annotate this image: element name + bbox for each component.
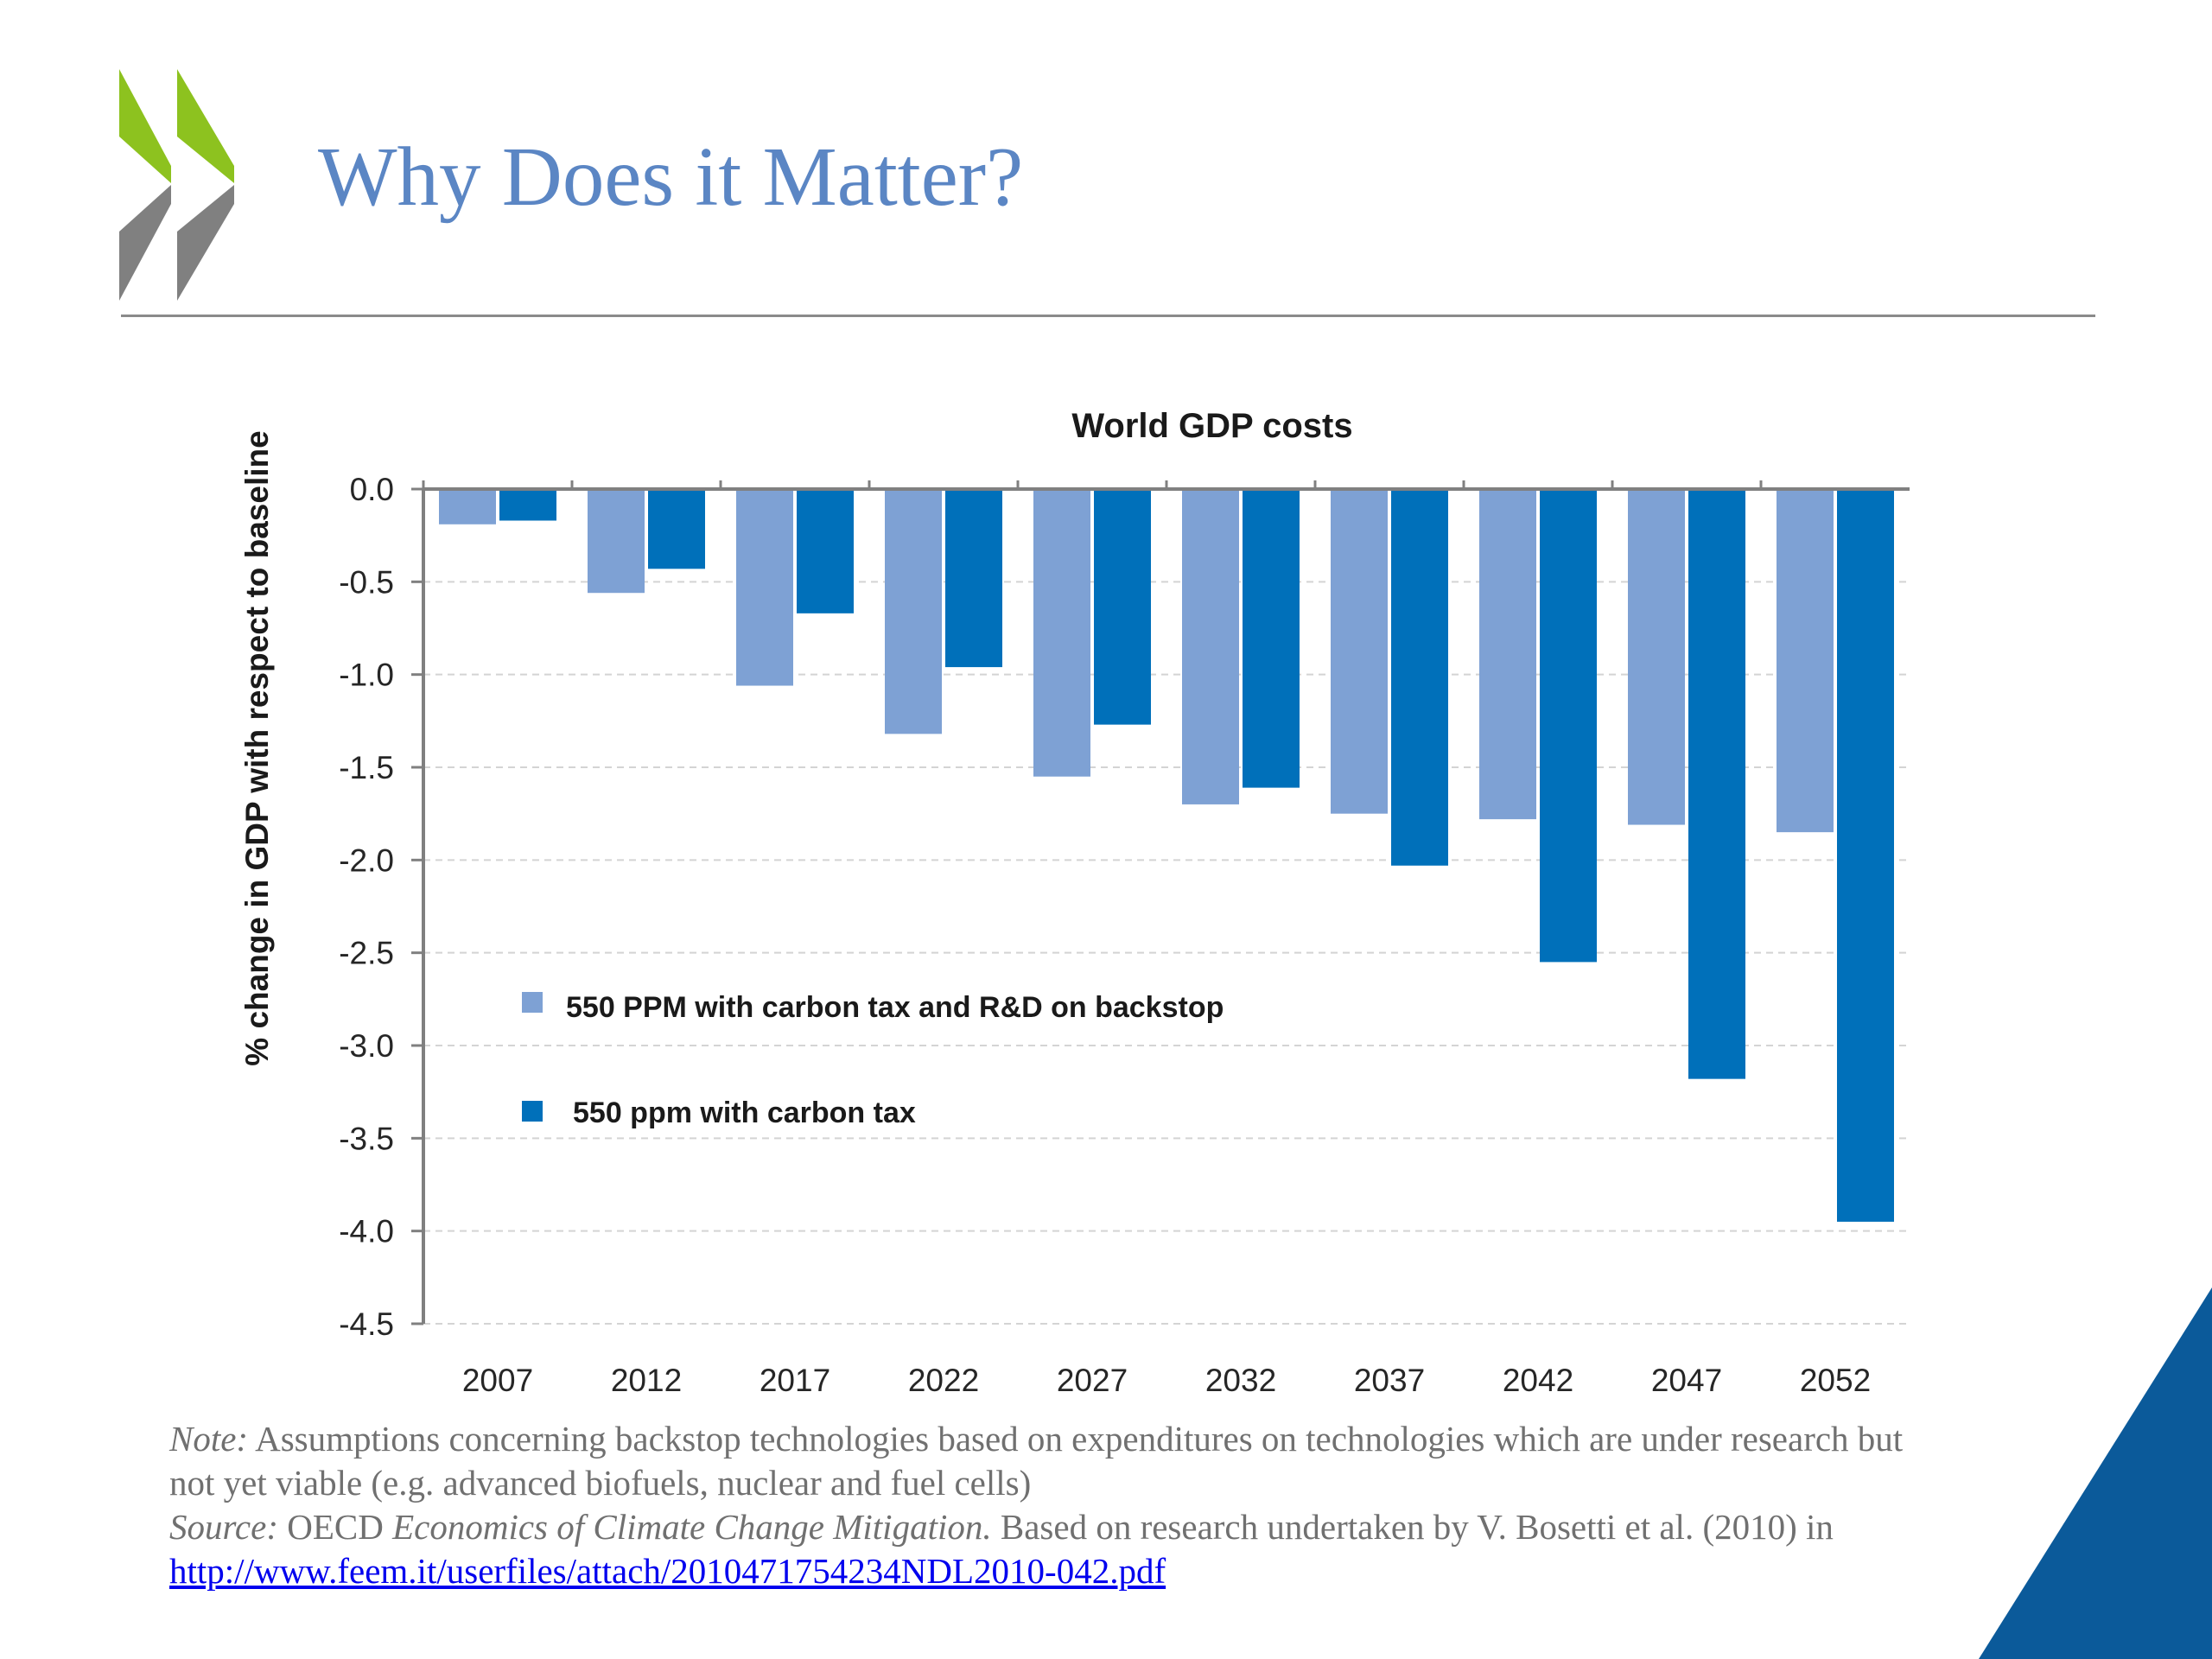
oecd-logo (119, 69, 234, 301)
x-tick-label: 2027 (1057, 1363, 1128, 1398)
slide-title: Why Does it Matter? (318, 130, 1024, 223)
chart-title: World GDP costs (1071, 407, 1352, 445)
bar-dark-2007 (499, 489, 556, 521)
y-tick-label: -1.0 (339, 658, 394, 693)
bar-dark-2042 (1540, 489, 1597, 963)
bar-dark-2027 (1094, 489, 1151, 725)
x-tick-label: 2032 (1205, 1363, 1276, 1398)
y-tick-label: 0.0 (350, 472, 394, 507)
source-title: Economics of Climate Change Mitigation. (392, 1507, 992, 1547)
bar-light-2032 (1182, 489, 1239, 804)
x-tick-label: 2052 (1800, 1363, 1871, 1398)
legend: 550 PPM with carbon tax and R&D on backs… (522, 991, 1224, 1129)
x-tick-label: 2012 (611, 1363, 682, 1398)
bar-dark-2032 (1243, 489, 1300, 788)
logo-chevron-left-grey (119, 185, 171, 301)
legend-swatch-light (522, 992, 543, 1013)
x-tick-label: 2037 (1354, 1363, 1425, 1398)
bar-light-2022 (885, 489, 942, 734)
logo-chevron-right-grey (177, 185, 234, 301)
y-tick-label: -3.5 (339, 1121, 394, 1156)
legend-label-light: 550 PPM with carbon tax and R&D on backs… (566, 991, 1224, 1024)
x-tick-label: 2007 (462, 1363, 533, 1398)
y-tick-label: -2.0 (339, 842, 394, 878)
y-tick-label: -4.0 (339, 1214, 394, 1249)
bar-light-2037 (1331, 489, 1388, 814)
gridlines (423, 581, 1910, 1325)
source-org: OECD (277, 1507, 393, 1547)
bar-dark-2052 (1837, 489, 1894, 1222)
bar-light-2017 (736, 489, 793, 686)
x-axis-ticks: 2007 2012 2017 2022 2027 2032 2037 2042 2047 2052 (422, 480, 1871, 1398)
legend-swatch-dark (522, 1101, 543, 1122)
y-tick-label: -1.5 (339, 750, 394, 785)
bar-dark-2037 (1391, 489, 1448, 866)
bar-light-2012 (588, 489, 645, 594)
bar-light-2052 (1777, 489, 1834, 833)
source-link[interactable]: http://www.feem.it/userfiles/attach/2010… (169, 1551, 1166, 1591)
source-text: Based on research undertaken by V. Boset… (991, 1507, 1834, 1547)
note-text: Assumptions concerning backstop technolo… (169, 1419, 1904, 1503)
source-label: Source: (169, 1507, 278, 1547)
bar-dark-2012 (648, 489, 705, 569)
y-tick-label: -2.5 (339, 936, 394, 971)
x-tick-label: 2047 (1651, 1363, 1722, 1398)
y-axis-label: % change in GDP with respect to baseline (239, 430, 275, 1065)
x-tick-label: 2017 (760, 1363, 830, 1398)
bar-dark-2047 (1688, 489, 1745, 1079)
x-tick-label: 2042 (1503, 1363, 1573, 1398)
y-axis-ticks: 0.0 -0.5 -1.0 -1.5 -2.0 -2.5 -3.0 -3.5 -4.0 -4.5 (339, 472, 423, 1342)
bar-light-2027 (1033, 489, 1090, 777)
y-tick-label: -4.5 (339, 1306, 394, 1342)
chart-notes: Note: Assumptions concerning backstop te… (169, 1417, 1949, 1593)
logo-chevron-right-green (177, 69, 234, 183)
logo-chevron-left-green (119, 69, 171, 183)
bars (439, 489, 1894, 1222)
note-label: Note: (169, 1419, 249, 1459)
title-divider (121, 315, 2095, 317)
bar-light-2047 (1628, 489, 1685, 825)
bar-dark-2022 (945, 489, 1002, 668)
legend-label-dark: 550 ppm with carbon tax (573, 1096, 916, 1129)
bar-light-2007 (439, 489, 496, 524)
note-paragraph: Note: Assumptions concerning backstop te… (169, 1417, 1949, 1505)
x-tick-label: 2022 (908, 1363, 979, 1398)
bar-dark-2017 (797, 489, 854, 613)
y-tick-label: -3.0 (339, 1028, 394, 1064)
y-tick-label: -0.5 (339, 564, 394, 600)
bar-light-2042 (1479, 489, 1536, 820)
source-paragraph: Source: OECD Economics of Climate Change… (169, 1505, 1949, 1593)
